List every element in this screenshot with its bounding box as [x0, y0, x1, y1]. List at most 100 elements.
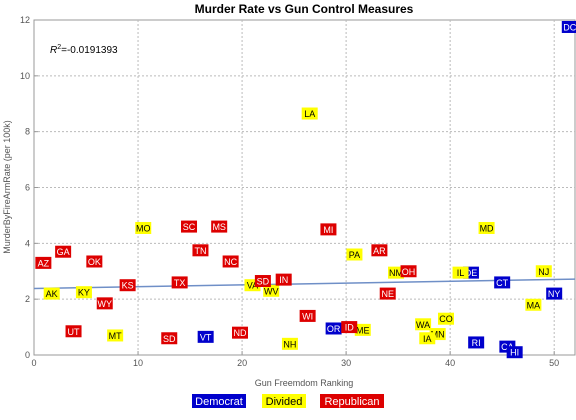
point-co: CO: [437, 312, 454, 325]
point-marker: [388, 266, 405, 279]
point-tx: TX: [171, 276, 188, 289]
point-la: LA: [301, 107, 318, 120]
point-ks: KS: [119, 279, 136, 292]
grid: [34, 20, 575, 355]
point-marker: [452, 266, 469, 279]
point-oh: OH: [400, 265, 417, 278]
point-marker: [275, 273, 292, 286]
r-squared-superscript: 2: [57, 44, 61, 51]
legend-item-republican: Republican: [320, 394, 384, 408]
point-label: ID: [345, 323, 355, 333]
legend-item-democrat: Democrat: [192, 394, 246, 408]
point-ma: MA: [525, 298, 542, 311]
point-label: VA: [247, 281, 258, 291]
point-label: KS: [122, 281, 134, 291]
point-label: IL: [457, 268, 465, 278]
point-marker: [107, 329, 124, 342]
point-mt: MT: [107, 329, 124, 342]
point-marker: [263, 284, 280, 297]
point-ri: RI: [468, 336, 485, 349]
point-label: MI: [323, 225, 333, 235]
point-label: IA: [423, 334, 432, 344]
y-tick-label: 2: [25, 294, 30, 304]
point-marker: [320, 223, 337, 236]
legend-label: Divided: [266, 396, 303, 408]
legend: Democrat Divided Republican: [192, 394, 384, 408]
axis-ticks: 0 10 20 30 40 50 0 2 4 6 8 10 12: [20, 15, 559, 368]
point-marker: [65, 325, 82, 338]
point-dc: DC: [561, 20, 576, 33]
legend-label: Democrat: [195, 396, 243, 408]
point-label: AZ: [38, 258, 50, 268]
point-label: OR: [327, 324, 341, 334]
data-points: DCDECTNYVTORRICAHILAMOMDPANMILNJVAWVAKKY…: [35, 20, 576, 359]
point-marker: [346, 248, 363, 261]
point-marker: [192, 244, 209, 257]
point-ar: AR: [371, 244, 388, 257]
point-label: NC: [224, 257, 237, 267]
trend-line: [33, 278, 576, 290]
x-tick-label: 50: [549, 358, 559, 368]
point-label: MT: [109, 331, 122, 341]
point-marker: [181, 220, 198, 233]
y-tick-label: 8: [25, 127, 30, 137]
point-marker: [35, 256, 52, 269]
point-label: OH: [402, 267, 416, 277]
point-az: AZ: [35, 256, 52, 269]
point-nm: NM: [388, 266, 405, 279]
point-label: MN: [431, 330, 445, 340]
point-wa: WA: [415, 318, 432, 331]
point-marker: [561, 20, 576, 33]
point-ne: NE: [379, 287, 396, 300]
chart-title: Murder Rate vs Gun Control Measures: [195, 2, 414, 16]
point-ga: GA: [55, 245, 72, 258]
point-sc: SC: [181, 220, 198, 233]
point-marker: [341, 321, 358, 334]
point-marker: [55, 245, 72, 258]
point-label: RI: [472, 338, 481, 348]
x-tick-label: 40: [445, 358, 455, 368]
point-nh: NH: [281, 337, 298, 350]
point-ms: MS: [211, 220, 228, 233]
point-marker: [400, 265, 417, 278]
point-label: UT: [68, 327, 80, 337]
point-nj: NJ: [535, 265, 552, 278]
point-marker: [301, 107, 318, 120]
point-in: IN: [275, 273, 292, 286]
y-axis-label: MurderByFireArmRate (per 100k): [2, 120, 12, 254]
point-label: DE: [465, 268, 478, 278]
point-label: SD: [257, 277, 270, 287]
point-ak: AK: [43, 287, 60, 300]
point-ia: IA: [419, 332, 436, 345]
point-label: ND: [233, 328, 246, 338]
point-label: AR: [373, 246, 386, 256]
point-marker: [96, 297, 113, 310]
legend-swatch: [192, 394, 246, 408]
point-label: SC: [183, 222, 196, 232]
y-tick-label: 10: [20, 71, 30, 81]
point-label: WY: [97, 299, 112, 309]
point-label: CT: [496, 278, 508, 288]
point-ny: NY: [546, 287, 563, 300]
point-label: PA: [349, 250, 360, 260]
point-label: HI: [510, 348, 519, 358]
x-axis-label: Gun Freemdom Ranking: [255, 378, 354, 388]
point-label: TX: [174, 278, 186, 288]
point-marker: [43, 287, 60, 300]
legend-swatch: [320, 394, 384, 408]
point-marker: [371, 244, 388, 257]
point-label: WV: [264, 286, 279, 296]
point-wi: WI: [299, 309, 316, 322]
point-marker: [197, 330, 214, 343]
point-vt: VT: [197, 330, 214, 343]
point-mi: MI: [320, 223, 337, 236]
point-marker: [281, 337, 298, 350]
point-marker: [535, 265, 552, 278]
point-label: NE: [381, 289, 394, 299]
point-label: MD: [480, 223, 494, 233]
point-marker: [354, 323, 371, 336]
x-tick-label: 20: [237, 358, 247, 368]
x-tick-label: 0: [31, 358, 36, 368]
